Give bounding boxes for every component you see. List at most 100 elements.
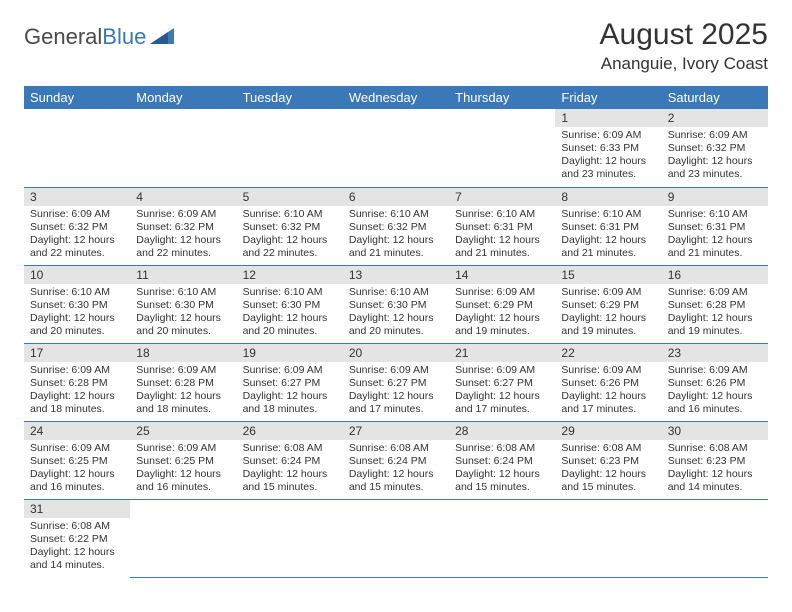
day-details: Sunrise: 6:09 AMSunset: 6:28 PMDaylight:…: [130, 362, 236, 421]
calendar-week-row: 17Sunrise: 6:09 AMSunset: 6:28 PMDayligh…: [24, 343, 768, 421]
day-number: 6: [343, 188, 449, 206]
daylight-text-1: Daylight: 12 hours: [30, 390, 124, 403]
day-number: 18: [130, 344, 236, 362]
sunrise-text: Sunrise: 6:09 AM: [136, 364, 230, 377]
sunrise-text: Sunrise: 6:08 AM: [668, 442, 762, 455]
day-number: 11: [130, 266, 236, 284]
daylight-text-1: Daylight: 12 hours: [668, 312, 762, 325]
calendar-header-row: SundayMondayTuesdayWednesdayThursdayFrid…: [24, 86, 768, 109]
weekday-header: Saturday: [662, 86, 768, 109]
calendar-day-cell: 20Sunrise: 6:09 AMSunset: 6:27 PMDayligh…: [343, 343, 449, 421]
daylight-text-2: and 20 minutes.: [30, 325, 124, 338]
daylight-text-2: and 16 minutes.: [136, 481, 230, 494]
daylight-text-2: and 17 minutes.: [455, 403, 549, 416]
sunset-text: Sunset: 6:32 PM: [136, 221, 230, 234]
sunrise-text: Sunrise: 6:09 AM: [561, 129, 655, 142]
location: Ananguie, Ivory Coast: [600, 54, 768, 74]
sunrise-text: Sunrise: 6:10 AM: [30, 286, 124, 299]
day-number: 14: [449, 266, 555, 284]
daylight-text-2: and 21 minutes.: [455, 247, 549, 260]
sunset-text: Sunset: 6:29 PM: [455, 299, 549, 312]
day-details: Sunrise: 6:09 AMSunset: 6:29 PMDaylight:…: [555, 284, 661, 343]
sunrise-text: Sunrise: 6:09 AM: [668, 286, 762, 299]
calendar-day-cell: 9Sunrise: 6:10 AMSunset: 6:31 PMDaylight…: [662, 187, 768, 265]
weekday-header: Wednesday: [343, 86, 449, 109]
calendar-day-cell: 30Sunrise: 6:08 AMSunset: 6:23 PMDayligh…: [662, 421, 768, 499]
day-number: 13: [343, 266, 449, 284]
day-details: Sunrise: 6:09 AMSunset: 6:32 PMDaylight:…: [662, 127, 768, 186]
day-details: Sunrise: 6:09 AMSunset: 6:25 PMDaylight:…: [130, 440, 236, 499]
sunrise-text: Sunrise: 6:09 AM: [30, 442, 124, 455]
sunset-text: Sunset: 6:24 PM: [455, 455, 549, 468]
sunrise-text: Sunrise: 6:10 AM: [561, 208, 655, 221]
daylight-text-1: Daylight: 12 hours: [455, 468, 549, 481]
daylight-text-2: and 20 minutes.: [349, 325, 443, 338]
daylight-text-2: and 15 minutes.: [561, 481, 655, 494]
calendar-empty-cell: [662, 499, 768, 577]
day-number: 17: [24, 344, 130, 362]
daylight-text-1: Daylight: 12 hours: [455, 234, 549, 247]
calendar-day-cell: 8Sunrise: 6:10 AMSunset: 6:31 PMDaylight…: [555, 187, 661, 265]
daylight-text-2: and 19 minutes.: [561, 325, 655, 338]
sunset-text: Sunset: 6:32 PM: [349, 221, 443, 234]
sunset-text: Sunset: 6:30 PM: [349, 299, 443, 312]
daylight-text-1: Daylight: 12 hours: [243, 312, 337, 325]
daylight-text-2: and 19 minutes.: [668, 325, 762, 338]
day-details: Sunrise: 6:09 AMSunset: 6:33 PMDaylight:…: [555, 127, 661, 186]
calendar-day-cell: 31Sunrise: 6:08 AMSunset: 6:22 PMDayligh…: [24, 499, 130, 577]
calendar-week-row: 24Sunrise: 6:09 AMSunset: 6:25 PMDayligh…: [24, 421, 768, 499]
day-details: Sunrise: 6:10 AMSunset: 6:30 PMDaylight:…: [237, 284, 343, 343]
daylight-text-1: Daylight: 12 hours: [561, 390, 655, 403]
daylight-text-2: and 22 minutes.: [136, 247, 230, 260]
sunset-text: Sunset: 6:27 PM: [455, 377, 549, 390]
daylight-text-2: and 18 minutes.: [30, 403, 124, 416]
daylight-text-1: Daylight: 12 hours: [668, 468, 762, 481]
daylight-text-2: and 16 minutes.: [668, 403, 762, 416]
sunset-text: Sunset: 6:32 PM: [668, 142, 762, 155]
daylight-text-2: and 20 minutes.: [243, 325, 337, 338]
daylight-text-1: Daylight: 12 hours: [136, 390, 230, 403]
calendar-day-cell: 16Sunrise: 6:09 AMSunset: 6:28 PMDayligh…: [662, 265, 768, 343]
logo: GeneralBlue: [24, 24, 174, 50]
day-number: 22: [555, 344, 661, 362]
day-details: Sunrise: 6:10 AMSunset: 6:32 PMDaylight:…: [237, 206, 343, 265]
daylight-text-1: Daylight: 12 hours: [561, 312, 655, 325]
daylight-text-2: and 22 minutes.: [243, 247, 337, 260]
day-details: Sunrise: 6:10 AMSunset: 6:30 PMDaylight:…: [24, 284, 130, 343]
day-details: Sunrise: 6:09 AMSunset: 6:32 PMDaylight:…: [130, 206, 236, 265]
day-number: 25: [130, 422, 236, 440]
day-details: Sunrise: 6:09 AMSunset: 6:28 PMDaylight:…: [24, 362, 130, 421]
daylight-text-1: Daylight: 12 hours: [349, 390, 443, 403]
daylight-text-1: Daylight: 12 hours: [30, 312, 124, 325]
calendar-empty-cell: [343, 109, 449, 187]
calendar-day-cell: 13Sunrise: 6:10 AMSunset: 6:30 PMDayligh…: [343, 265, 449, 343]
day-number: 30: [662, 422, 768, 440]
calendar-day-cell: 19Sunrise: 6:09 AMSunset: 6:27 PMDayligh…: [237, 343, 343, 421]
day-number: 10: [24, 266, 130, 284]
daylight-text-2: and 16 minutes.: [30, 481, 124, 494]
calendar-day-cell: 28Sunrise: 6:08 AMSunset: 6:24 PMDayligh…: [449, 421, 555, 499]
sunrise-text: Sunrise: 6:08 AM: [349, 442, 443, 455]
day-number: 21: [449, 344, 555, 362]
sunset-text: Sunset: 6:30 PM: [30, 299, 124, 312]
daylight-text-1: Daylight: 12 hours: [243, 468, 337, 481]
daylight-text-1: Daylight: 12 hours: [136, 312, 230, 325]
day-details: Sunrise: 6:09 AMSunset: 6:26 PMDaylight:…: [662, 362, 768, 421]
daylight-text-2: and 21 minutes.: [668, 247, 762, 260]
daylight-text-1: Daylight: 12 hours: [30, 234, 124, 247]
day-number: 19: [237, 344, 343, 362]
daylight-text-2: and 18 minutes.: [136, 403, 230, 416]
daylight-text-2: and 14 minutes.: [30, 559, 124, 572]
day-number: 27: [343, 422, 449, 440]
daylight-text-1: Daylight: 12 hours: [455, 390, 549, 403]
daylight-text-1: Daylight: 12 hours: [561, 155, 655, 168]
logo-text-general: General: [24, 24, 102, 50]
sunset-text: Sunset: 6:22 PM: [30, 533, 124, 546]
sunset-text: Sunset: 6:29 PM: [561, 299, 655, 312]
daylight-text-2: and 15 minutes.: [243, 481, 337, 494]
day-details: Sunrise: 6:09 AMSunset: 6:27 PMDaylight:…: [343, 362, 449, 421]
daylight-text-1: Daylight: 12 hours: [561, 468, 655, 481]
calendar-day-cell: 24Sunrise: 6:09 AMSunset: 6:25 PMDayligh…: [24, 421, 130, 499]
calendar-day-cell: 3Sunrise: 6:09 AMSunset: 6:32 PMDaylight…: [24, 187, 130, 265]
calendar-empty-cell: [130, 499, 236, 577]
